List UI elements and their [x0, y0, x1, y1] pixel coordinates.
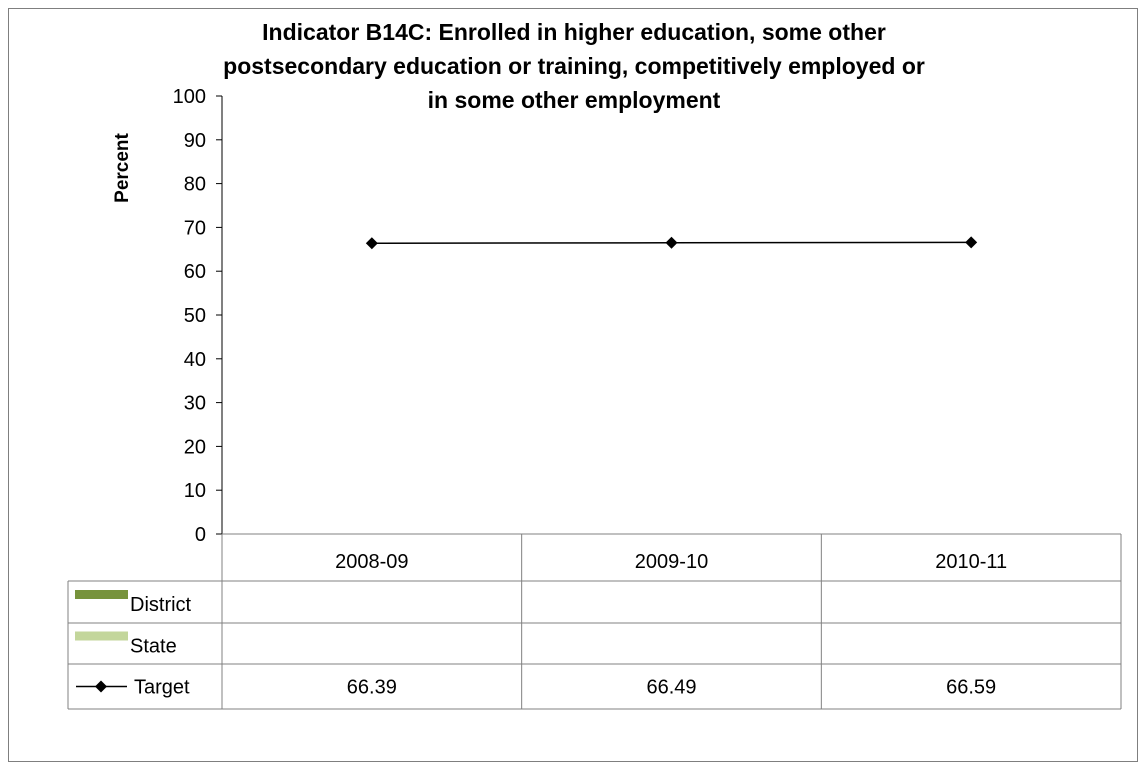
y-tick-label: 20	[184, 436, 206, 458]
y-axis-label: Percent	[112, 132, 133, 202]
data-table-cell: 66.49	[646, 677, 696, 699]
y-tick-label: 50	[184, 305, 206, 327]
legend-key-marker	[95, 680, 107, 693]
y-tick-label: 10	[184, 480, 206, 502]
y-tick-label: 100	[173, 86, 206, 108]
data-table-cell: 66.39	[347, 677, 397, 699]
y-tick-label: 0	[195, 524, 206, 546]
legend-key-district	[75, 590, 128, 599]
data-point-target	[365, 237, 378, 250]
legend-key-state	[75, 631, 128, 641]
legend-label: State	[130, 636, 177, 658]
data-point-target	[665, 236, 678, 249]
y-tick-label: 80	[184, 174, 206, 196]
chart-title-line: in some other employment	[428, 87, 721, 113]
y-tick-label: 40	[184, 349, 206, 371]
x-tick-label: 2009-10	[635, 551, 708, 573]
y-tick-label: 60	[184, 261, 206, 283]
x-tick-label: 2010-11	[935, 551, 1007, 573]
x-tick-label: 2008-09	[335, 551, 408, 573]
y-tick-label: 70	[184, 217, 206, 239]
legend-label: District	[130, 594, 192, 616]
chart-title-line: Indicator B14C: Enrolled in higher educa…	[262, 19, 886, 45]
y-tick-label: 30	[184, 393, 206, 415]
data-table-cell: 66.59	[946, 677, 996, 699]
y-tick-label: 90	[184, 130, 206, 152]
legend-label: Target	[134, 677, 190, 699]
chart-title-line: postsecondary education or training, com…	[223, 53, 925, 79]
chart-frame	[8, 8, 1138, 762]
data-point-target	[965, 236, 978, 249]
